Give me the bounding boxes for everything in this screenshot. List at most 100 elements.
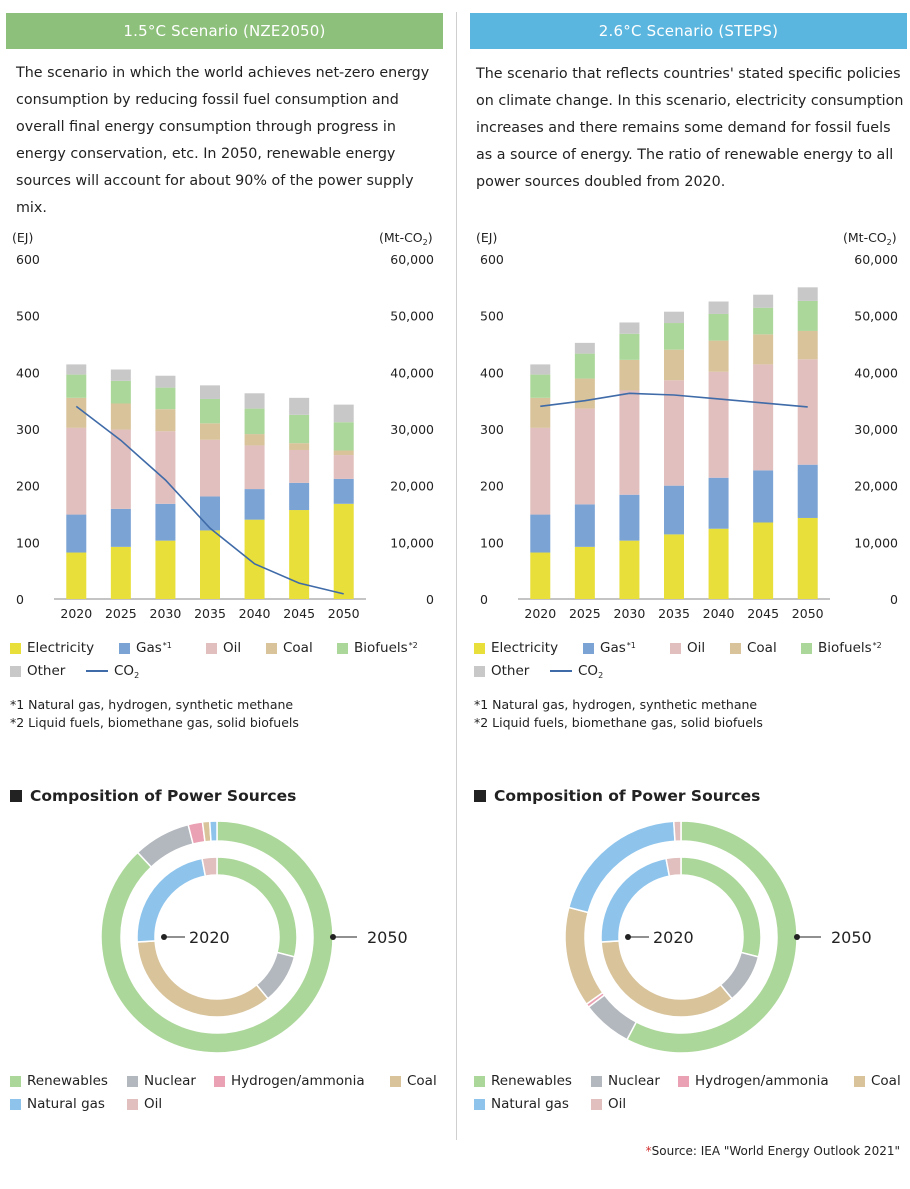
legend-label: Hydrogen/ammonia bbox=[231, 1073, 365, 1089]
legend-label: Natural gas bbox=[27, 1096, 105, 1112]
legend-label: Renewables bbox=[491, 1073, 572, 1089]
y-tick-left: 100 bbox=[16, 535, 40, 550]
energy-stacked-bar-chart: (EJ) (Mt-CO2) 0 100 200 300 400 500 600 0 10,000 20… bbox=[12, 230, 434, 620]
outer-ring-label: 2050 bbox=[367, 928, 408, 947]
legend-item-oil: Oil bbox=[206, 640, 241, 656]
bar-segment-biofuels bbox=[333, 422, 354, 451]
bar-segment-coal bbox=[200, 423, 220, 440]
y-tick-left: 600 bbox=[16, 252, 40, 267]
legend-item-electricity: Electricity bbox=[10, 640, 94, 656]
legend-swatch bbox=[10, 665, 21, 677]
scenario-banner: 2.6°C Scenario (STEPS) bbox=[470, 13, 907, 49]
bar-segment-other bbox=[797, 287, 818, 301]
legend-swatch bbox=[801, 642, 812, 654]
donut-slice-coal bbox=[136, 940, 270, 1018]
legend-label: Biofuels bbox=[354, 640, 408, 656]
bar-segment-biofuels bbox=[530, 374, 551, 398]
x-tick-label: 2035 bbox=[658, 606, 690, 620]
footnote-1: *1 Natural gas, hydrogen, synthetic meth… bbox=[10, 697, 294, 712]
outer-ring-label: 2050 bbox=[831, 928, 872, 947]
y-tick-right: 40,000 bbox=[854, 365, 898, 380]
legend-swatch bbox=[474, 642, 485, 654]
footnotes: *1 Natural gas, hydrogen, synthetic meth… bbox=[474, 696, 763, 732]
y-tick-left: 300 bbox=[16, 422, 40, 437]
x-tick-label: 2050 bbox=[792, 606, 824, 620]
legend-swatch bbox=[266, 642, 277, 654]
legend-swatch bbox=[474, 1098, 485, 1110]
bar-segment-coal bbox=[333, 450, 354, 456]
bar-segment-biofuels bbox=[664, 323, 684, 350]
legend-label: Gas bbox=[600, 640, 626, 656]
legend-swatch bbox=[10, 642, 21, 654]
legend-label: CO2 bbox=[114, 663, 140, 680]
bar-segment-coal bbox=[753, 334, 774, 365]
y-tick-right: 30,000 bbox=[390, 422, 434, 437]
x-tick-label: 2030 bbox=[150, 606, 182, 620]
y-axis-label-left: (EJ) bbox=[476, 230, 497, 245]
y-tick-right: 60,000 bbox=[390, 252, 434, 267]
bar-segment-other bbox=[289, 397, 310, 415]
x-tick-label: 2040 bbox=[703, 606, 735, 620]
bar-segment-other bbox=[530, 364, 551, 375]
bar-segment-coal bbox=[664, 349, 684, 381]
legend-label: Electricity bbox=[491, 640, 559, 656]
y-tick-left: 500 bbox=[480, 309, 504, 324]
legend-label: Other bbox=[491, 663, 530, 679]
legend-swatch bbox=[10, 1098, 21, 1110]
bar-segment-electricity bbox=[530, 552, 551, 599]
legend-item-biofuels: Biofuels *2 bbox=[801, 640, 882, 656]
bar-segment-gas bbox=[530, 514, 551, 553]
bar-segment-biofuels bbox=[797, 300, 818, 331]
bar-segment-gas bbox=[200, 496, 220, 531]
legend-swatch bbox=[854, 1075, 865, 1087]
legend-item-renewables: Renewables bbox=[474, 1073, 572, 1089]
bar-segment-electricity bbox=[708, 528, 729, 599]
bar-segment-oil bbox=[619, 390, 640, 495]
x-tick-label: 2030 bbox=[614, 606, 646, 620]
legend-swatch bbox=[474, 665, 485, 677]
bar-segment-other bbox=[200, 385, 220, 399]
bar-segment-gas bbox=[708, 477, 729, 529]
composition-heading: Composition of Power Sources bbox=[10, 787, 296, 805]
y-tick-left: 200 bbox=[16, 479, 40, 494]
bar-segment-gas bbox=[155, 503, 176, 541]
legend-swatch bbox=[119, 642, 130, 654]
y-tick-right: 40,000 bbox=[390, 365, 434, 380]
legend-label: Natural gas bbox=[491, 1096, 569, 1112]
y-tick-right: 10,000 bbox=[854, 535, 898, 550]
bar-segment-other bbox=[110, 369, 131, 381]
y-tick-right: 10,000 bbox=[390, 535, 434, 550]
scenario-banner: 1.5°C Scenario (NZE2050) bbox=[6, 13, 443, 49]
legend-label: Oil bbox=[223, 640, 242, 656]
y-tick-left: 400 bbox=[480, 365, 504, 380]
composition-heading: Composition of Power Sources bbox=[474, 787, 760, 805]
bar-segment-gas bbox=[244, 489, 265, 520]
source-note: *Source: IEA "World Energy Outlook 2021" bbox=[646, 1144, 900, 1158]
square-bullet-icon bbox=[10, 790, 22, 802]
bar-segment-gas bbox=[333, 478, 354, 504]
donut-slice-nuclear bbox=[136, 823, 195, 869]
bar-segment-oil bbox=[66, 427, 87, 515]
bar-segment-gas bbox=[664, 485, 684, 535]
bar-segment-other bbox=[708, 301, 729, 314]
bar-segment-other bbox=[66, 364, 87, 375]
bar-segment-biofuels bbox=[619, 333, 640, 360]
bar-segment-other bbox=[619, 322, 640, 334]
legend-label: Electricity bbox=[27, 640, 95, 656]
legend-item-coal: Coal bbox=[390, 1073, 437, 1089]
x-tick-label: 2045 bbox=[283, 606, 315, 620]
bar-segment-biofuels bbox=[110, 380, 131, 404]
bar-segment-biofuels bbox=[66, 374, 87, 398]
donut-slice-natural-gas bbox=[208, 820, 218, 842]
legend-swatch bbox=[583, 642, 594, 654]
bar-segment-biofuels bbox=[244, 408, 265, 435]
bar-segment-other bbox=[664, 311, 684, 324]
y-tick-left: 0 bbox=[16, 592, 24, 607]
bar-segment-oil bbox=[200, 439, 220, 497]
y-tick-left: 500 bbox=[16, 309, 40, 324]
legend-item-biofuels: Biofuels *2 bbox=[337, 640, 418, 656]
bar-segment-other bbox=[753, 294, 774, 308]
bar-segment-electricity bbox=[619, 540, 640, 599]
legend-item-renewables: Renewables bbox=[10, 1073, 108, 1089]
footnote-1: *1 Natural gas, hydrogen, synthetic meth… bbox=[474, 697, 758, 712]
